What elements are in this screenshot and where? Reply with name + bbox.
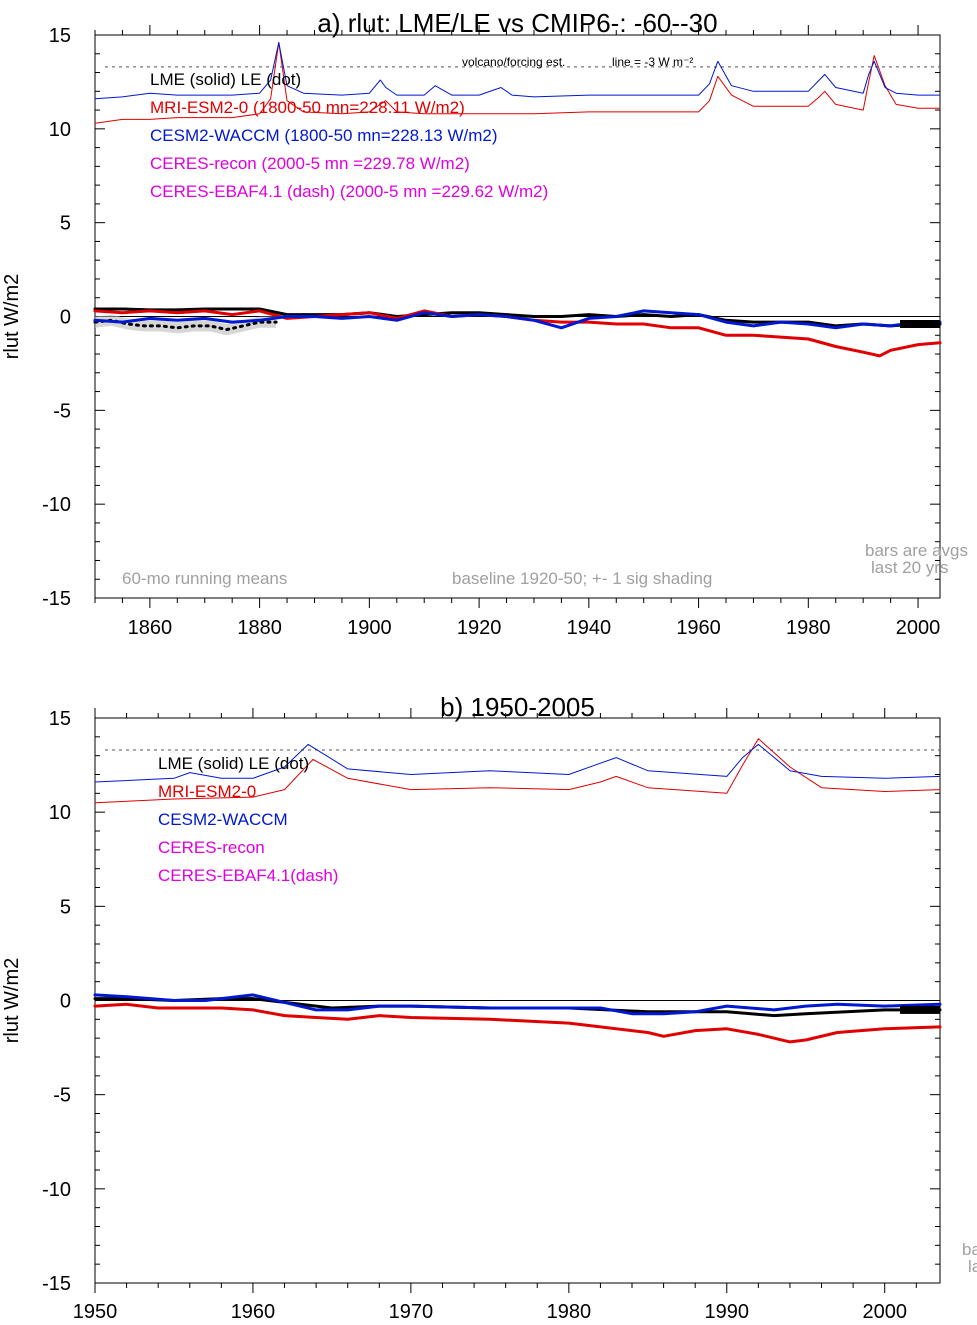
- x-tick-label: 1980: [786, 617, 831, 639]
- series-line-cesm2-waccm-forcing: [94, 743, 941, 783]
- annotation-line: line = -3 W m⁻²: [612, 55, 693, 69]
- series-line-mri-esm2-0-forcing: [94, 738, 941, 804]
- y-tick-label: 15: [49, 708, 71, 730]
- legend-entry: MRI-ESM2-0 (1800-50 mn=228.11 W/m2): [150, 98, 465, 117]
- y-axis-label: rlut W/m2: [1, 958, 23, 1044]
- x-tick-label: 1940: [567, 617, 612, 639]
- y-tick-label: 15: [49, 25, 71, 47]
- chart-title: a) rlut: LME/LE vs CMIP6-: -60--30: [317, 8, 717, 38]
- x-tick-label: 1980: [547, 1301, 592, 1323]
- x-tick-label: 1950: [73, 1301, 118, 1323]
- series-line-cesm2-waccm: [93, 309, 942, 330]
- annotation-volcano: volcano/forcing est.: [462, 55, 565, 69]
- x-tick-label: 1880: [237, 617, 282, 639]
- le-sigma-shading: [95, 314, 277, 336]
- y-tick-label: -10: [42, 1179, 71, 1201]
- x-tick-label: 1900: [347, 617, 392, 639]
- last-20yr-bar: [900, 1005, 940, 1014]
- x-tick-label: 1960: [676, 617, 721, 639]
- y-tick-label: 5: [60, 213, 71, 235]
- x-tick-label: 1970: [389, 1301, 434, 1323]
- annotation-baseline: baseline 1920-50; +- 1 sig shading: [452, 569, 712, 588]
- annotation-bars: last 20 yrs: [871, 558, 948, 577]
- last-20yr-bar: [900, 320, 940, 329]
- series-line-mri-esm2-0: [93, 1002, 942, 1044]
- annotation-bars: bars are avgs: [865, 541, 968, 560]
- x-tick-label: 2000: [896, 617, 941, 639]
- y-tick-label: 10: [49, 119, 71, 141]
- y-tick-label: -15: [42, 588, 71, 610]
- y-tick-label: -5: [53, 400, 71, 422]
- y-tick-label: 0: [60, 307, 71, 329]
- x-tick-label: 1860: [128, 617, 173, 639]
- legend-entry: CESM2-WACCM: [158, 810, 288, 829]
- series-line-mri-esm2-0-forcing: [94, 42, 941, 124]
- x-tick-label: 1920: [457, 617, 502, 639]
- legend-entry: MRI-ESM2-0: [158, 782, 256, 801]
- series-line-cesm2-waccm-forcing: [94, 42, 941, 100]
- legend-entry: LME (solid) LE (dot): [158, 754, 309, 773]
- series-line-le: [93, 318, 278, 332]
- y-tick-label: -10: [42, 494, 71, 516]
- annotation-running-means: 60-mo running means: [122, 569, 287, 588]
- legend-entry: LME (solid) LE (dot): [150, 70, 301, 89]
- y-tick-label: -5: [53, 1085, 71, 1107]
- y-tick-label: 0: [60, 991, 71, 1013]
- legend-entry: CERES-EBAF4.1 (dash) (2000-5 mn =229.62 …: [150, 182, 548, 201]
- legend-entry: CERES-EBAF4.1(dash): [158, 866, 338, 885]
- annotation-bars: ba: [962, 1240, 977, 1259]
- x-tick-label: 1960: [231, 1301, 276, 1323]
- legend-entry: CERES-recon (2000-5 mn =229.78 W/m2): [150, 154, 470, 173]
- y-tick-label: 10: [49, 802, 71, 824]
- annotation-bars: la: [968, 1257, 977, 1276]
- y-tick-label: 5: [60, 896, 71, 918]
- series-line-cesm2-waccm: [93, 993, 942, 1016]
- legend-entry: CESM2-WACCM (1800-50 mn=228.13 W/m2): [150, 126, 498, 145]
- series-line-lme: [93, 307, 942, 328]
- x-tick-label: 1990: [705, 1301, 750, 1323]
- x-tick-label: 2000: [862, 1301, 907, 1323]
- chart-panel-a: a) rlut: LME/LE vs CMIP6-: -60--30 15 10 5 0…: [1, 8, 968, 639]
- y-axis-label: rlut W/m2: [1, 274, 23, 360]
- y-tick-label: -15: [42, 1273, 71, 1295]
- legend-entry: CERES-recon: [158, 838, 265, 857]
